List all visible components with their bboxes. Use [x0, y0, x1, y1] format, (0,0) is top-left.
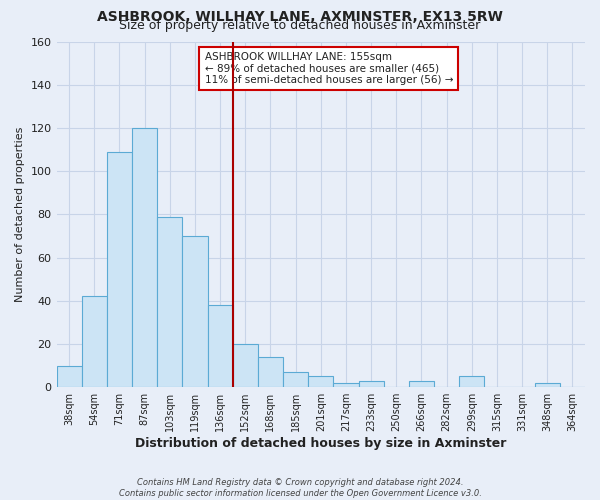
Text: Size of property relative to detached houses in Axminster: Size of property relative to detached ho…: [119, 19, 481, 32]
Bar: [182, 236, 208, 387]
Bar: [334, 383, 359, 387]
Bar: [283, 372, 308, 387]
Text: ASHBROOK, WILLHAY LANE, AXMINSTER, EX13 5RW: ASHBROOK, WILLHAY LANE, AXMINSTER, EX13 …: [97, 10, 503, 24]
X-axis label: Distribution of detached houses by size in Axminster: Distribution of detached houses by size …: [135, 437, 506, 450]
Bar: [233, 344, 258, 387]
Bar: [107, 152, 132, 387]
Bar: [359, 380, 383, 387]
Bar: [535, 383, 560, 387]
Y-axis label: Number of detached properties: Number of detached properties: [15, 126, 25, 302]
Bar: [82, 296, 107, 387]
Text: Contains HM Land Registry data © Crown copyright and database right 2024.
Contai: Contains HM Land Registry data © Crown c…: [119, 478, 481, 498]
Bar: [157, 216, 182, 387]
Text: ASHBROOK WILLHAY LANE: 155sqm
← 89% of detached houses are smaller (465)
11% of : ASHBROOK WILLHAY LANE: 155sqm ← 89% of d…: [205, 52, 453, 85]
Bar: [459, 376, 484, 387]
Bar: [132, 128, 157, 387]
Bar: [56, 366, 82, 387]
Bar: [308, 376, 334, 387]
Bar: [409, 380, 434, 387]
Bar: [258, 357, 283, 387]
Bar: [208, 305, 233, 387]
